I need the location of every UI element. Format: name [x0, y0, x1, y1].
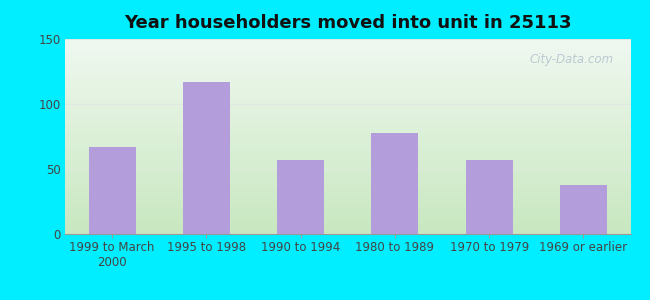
- Bar: [560, 184, 607, 234]
- Bar: [88, 147, 136, 234]
- Text: City-Data.com: City-Data.com: [529, 52, 614, 66]
- Bar: [183, 82, 230, 234]
- Bar: [465, 160, 513, 234]
- Bar: [371, 133, 419, 234]
- Title: Year householders moved into unit in 25113: Year householders moved into unit in 251…: [124, 14, 571, 32]
- Bar: [277, 160, 324, 234]
